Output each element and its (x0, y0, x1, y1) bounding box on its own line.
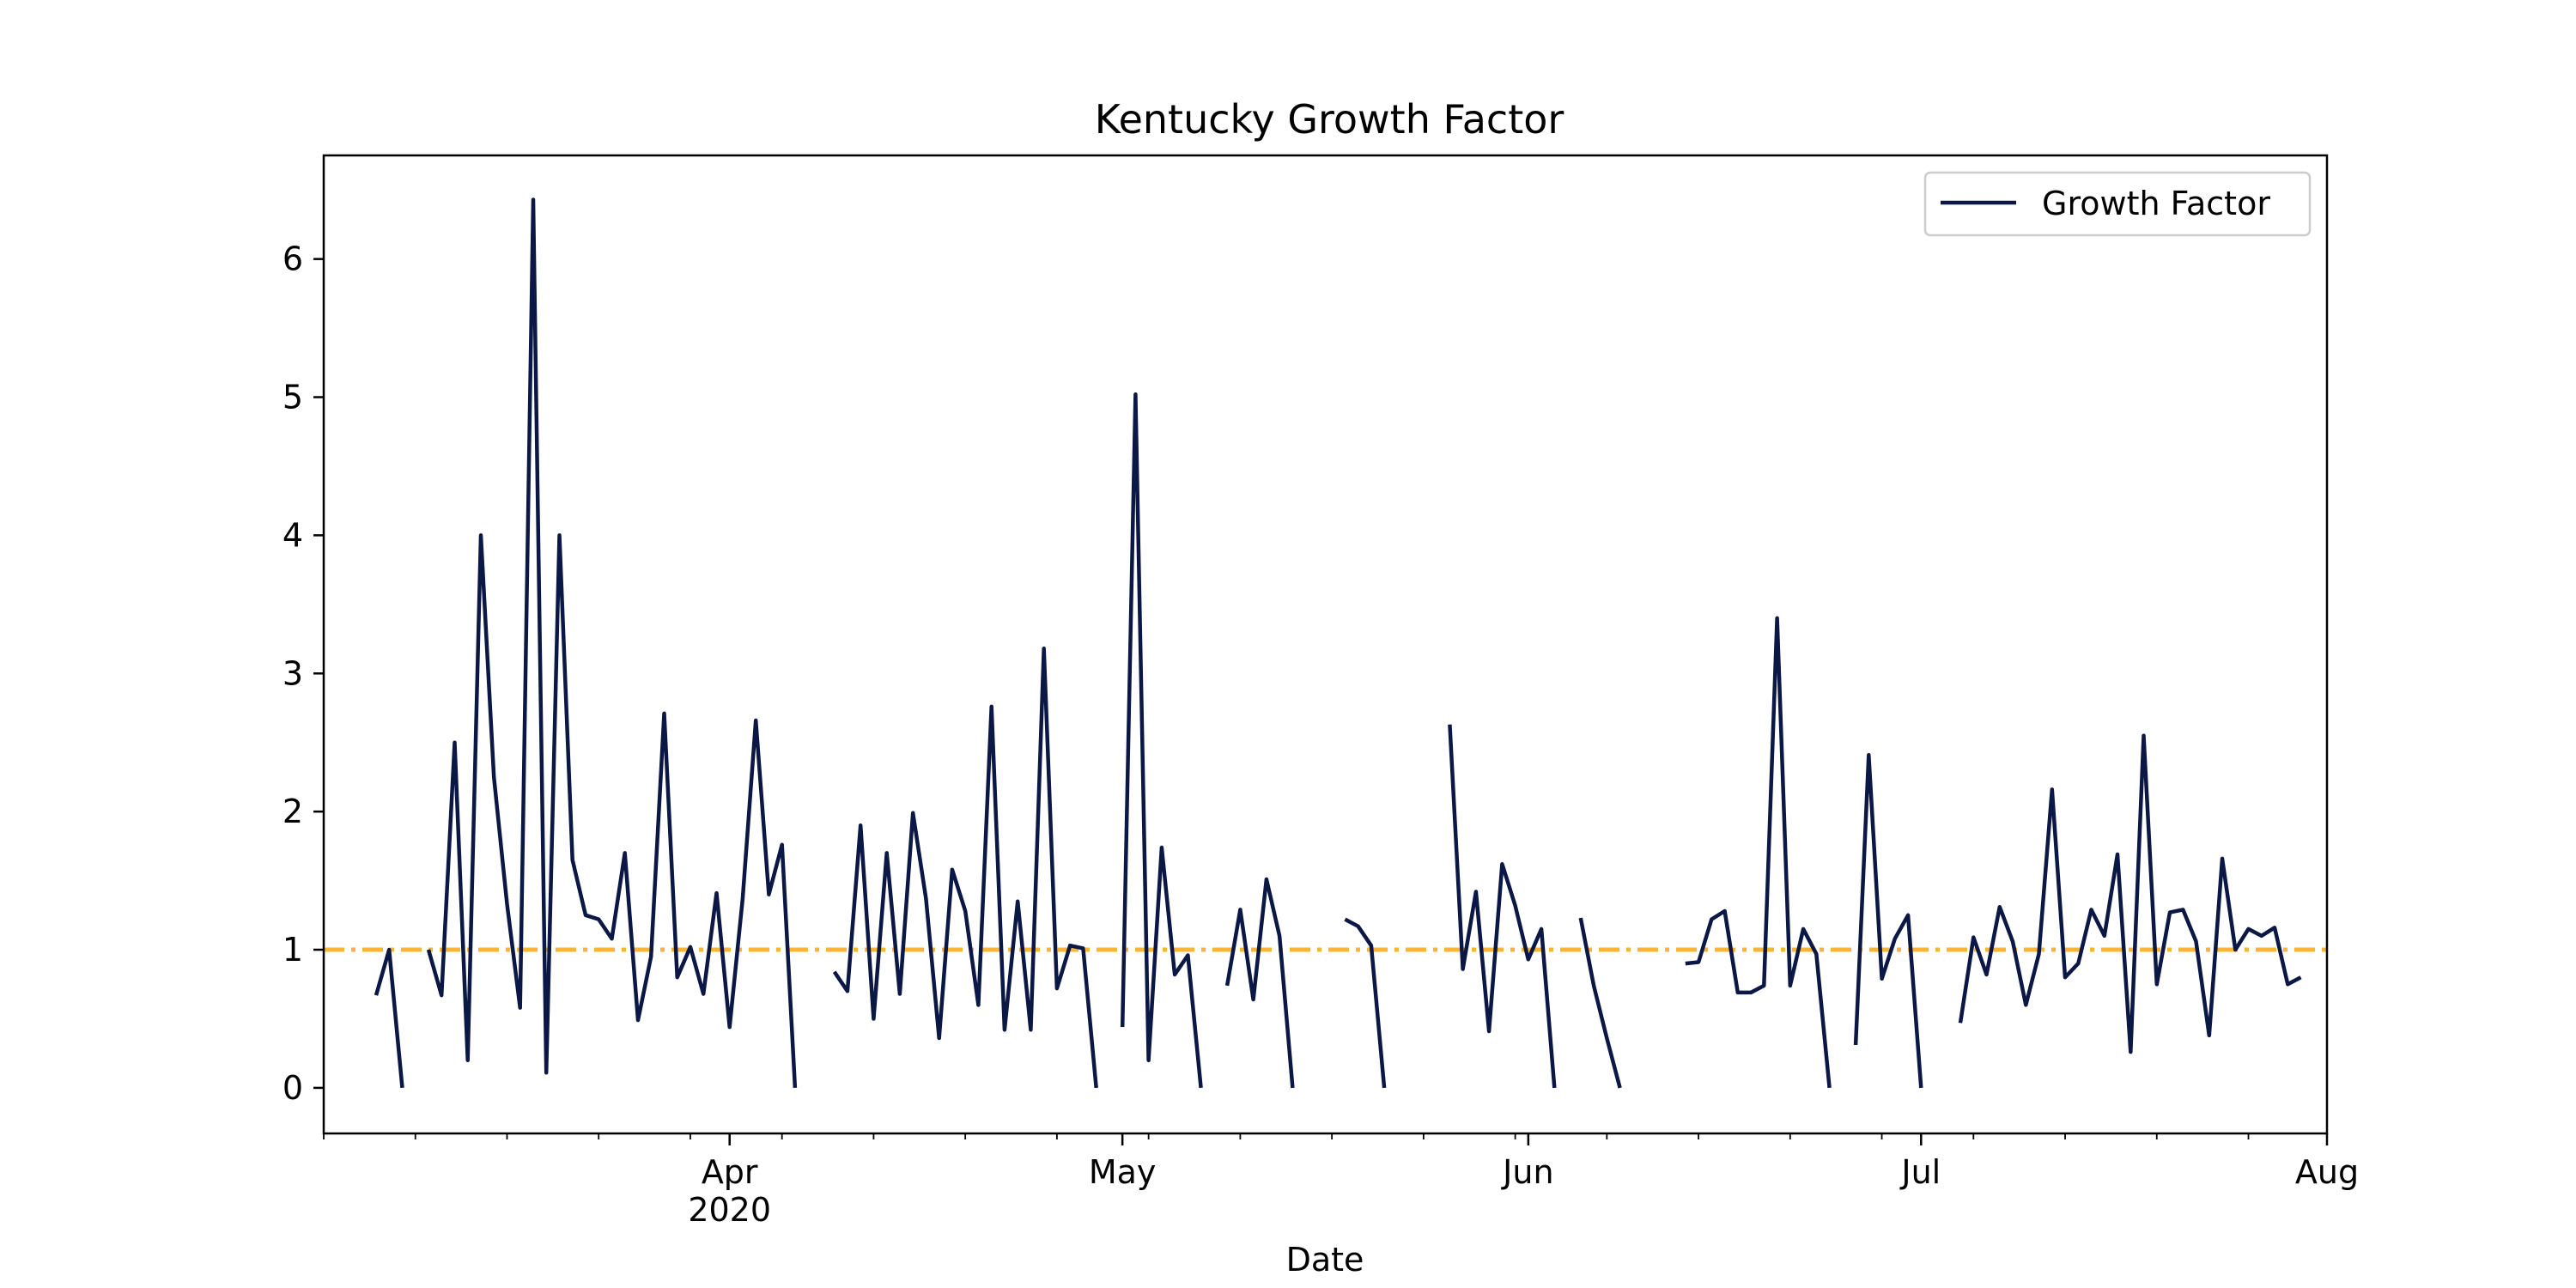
series-line-segment (1224, 877, 1295, 1089)
series-line-segment (1578, 917, 1622, 1089)
x-tick-label: Jul (1899, 1153, 1941, 1191)
legend: Growth Factor (1923, 171, 2312, 237)
series-line-segment (1685, 616, 1832, 1089)
series-line-segment (1448, 724, 1557, 1089)
plot-area (324, 155, 2327, 1133)
x-axis-label: Date (1286, 1241, 1364, 1279)
series-line-segment (1958, 733, 2302, 1054)
plot-background (324, 155, 2327, 1133)
legend-box (1923, 171, 2312, 237)
series-line-segment (1853, 752, 1923, 1089)
x-tick-sublabel: 2020 (688, 1191, 771, 1229)
chart-title: Kentucky Growth Factor (1095, 96, 1564, 143)
y-tick-label: 0 (283, 1069, 303, 1107)
series-layer (374, 197, 2302, 1089)
plot-frame (322, 154, 2329, 1135)
y-tick-label: 1 (283, 931, 303, 969)
x-tick-label: May (1089, 1153, 1157, 1191)
y-tick-label: 2 (283, 793, 303, 830)
y-axis: 0 1 2 3 4 5 6 (283, 240, 324, 1107)
y-tick-label: 6 (283, 240, 303, 278)
y-tick-label: 4 (283, 516, 303, 554)
x-tick-label: Jun (1501, 1153, 1553, 1191)
legend-label-growth-factor: Growth Factor (2042, 185, 2270, 222)
y-tick-label: 5 (283, 379, 303, 416)
series-line-segment (1344, 917, 1387, 1089)
x-tick-label: Aug (2295, 1153, 2359, 1191)
series-line-segment (1120, 392, 1203, 1089)
x-tick-label: Apr (702, 1153, 758, 1191)
series-line-segment (832, 647, 1098, 1089)
series-line-segment (426, 197, 798, 1089)
y-tick-label: 3 (283, 654, 303, 692)
series-line-segment (374, 947, 404, 1089)
